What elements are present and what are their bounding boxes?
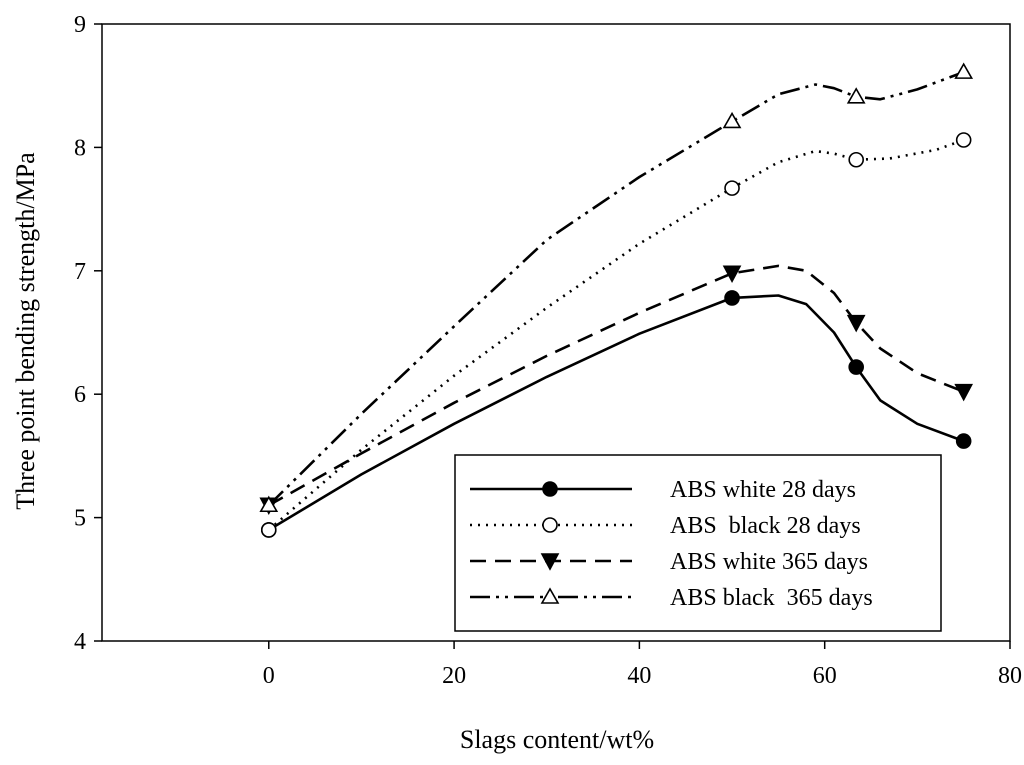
legend-item: ABS black 28 days: [470, 513, 861, 539]
x-tick-label: 60: [813, 663, 837, 689]
legend-item: ABS black 365 days: [470, 585, 873, 611]
y-tick-label: 9: [74, 12, 86, 38]
x-axis-title: Slags content/wt%: [460, 725, 654, 754]
y-tick-label: 6: [74, 382, 86, 408]
y-tick-label: 5: [74, 506, 86, 532]
legend-item: ABS white 365 days: [470, 549, 868, 575]
legend-label: ABS black 365 days: [670, 585, 873, 611]
axes-group: 0 20 40 60 80 4 5 6 7 8 9: [74, 12, 1022, 689]
data-point: [846, 87, 866, 104]
y-tick-label: 7: [74, 259, 86, 285]
series-line: [268, 264, 965, 507]
x-tick-label: 0: [263, 663, 275, 689]
data-point: [724, 180, 740, 196]
data-point: [954, 62, 974, 79]
series-line: [267, 70, 965, 507]
series-line: [267, 138, 965, 531]
series-2: [260, 132, 972, 538]
data-point: [954, 383, 974, 402]
series-line: [268, 294, 965, 532]
legend-box: [454, 454, 942, 632]
legend-item: ABS white 28 days: [470, 477, 856, 503]
data-point: [722, 111, 742, 129]
data-point: [955, 433, 972, 449]
data-point: [846, 314, 866, 333]
plot-frame: [101, 23, 1011, 642]
y-axis-title: Three point bending strength/MPa: [11, 152, 40, 510]
legend-label: ABS white 365 days: [670, 549, 868, 575]
data-point: [724, 290, 740, 306]
legend: ABS white 28 days ABS black 28 days ABS wh…: [454, 454, 942, 632]
legend-label: ABS black 28 days: [670, 513, 861, 539]
data-point: [848, 359, 864, 375]
data-point: [259, 495, 279, 513]
data-point: [722, 265, 742, 283]
y-tick-label: 8: [74, 135, 86, 161]
x-tick-label: 20: [442, 663, 466, 689]
series-4: [259, 62, 974, 513]
legend-marker: [542, 517, 558, 533]
data-point: [955, 132, 972, 148]
x-tick-label: 80: [998, 663, 1022, 689]
data-point: [848, 151, 864, 168]
data-point: [260, 522, 277, 538]
y-tick-label: 4: [74, 629, 86, 655]
legend-marker: [540, 553, 560, 571]
x-tick-label: 40: [627, 663, 651, 689]
legend-label: ABS white 28 days: [670, 477, 856, 503]
series-group: [259, 62, 974, 538]
legend-marker: [542, 481, 558, 497]
plot-frame-group: [101, 23, 1011, 642]
legend-marker: [540, 587, 560, 604]
